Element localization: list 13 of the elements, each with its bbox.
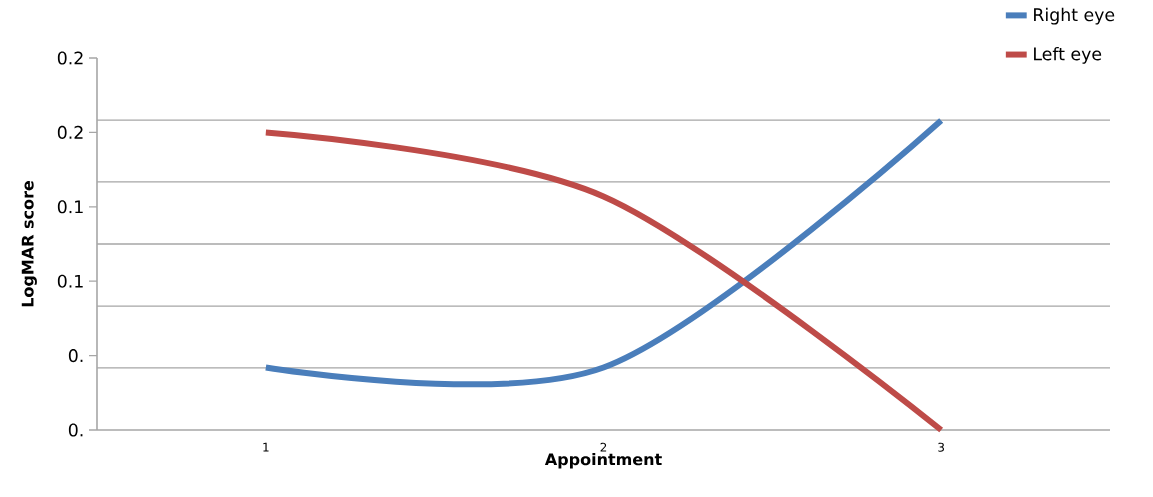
y-tick-label: 0.: [68, 349, 83, 363]
x-axis-title: Appointment: [544, 452, 662, 469]
x-tick-label: 1: [263, 442, 269, 452]
legend-label: Left eye: [1034, 46, 1102, 64]
legend-label: Right eye: [1034, 7, 1115, 25]
y-tick-label: 0.2: [57, 51, 83, 65]
y-tick-label: 0.1: [57, 274, 83, 288]
y-tick-label: 0.: [68, 423, 83, 437]
y-axis-title: LogMAR score: [21, 180, 37, 307]
x-tick-label: 3: [938, 442, 945, 452]
y-tick-label: 0.1: [57, 200, 83, 214]
y-tick-label: 0.2: [57, 125, 83, 139]
x-tick-label: 2: [600, 442, 607, 452]
